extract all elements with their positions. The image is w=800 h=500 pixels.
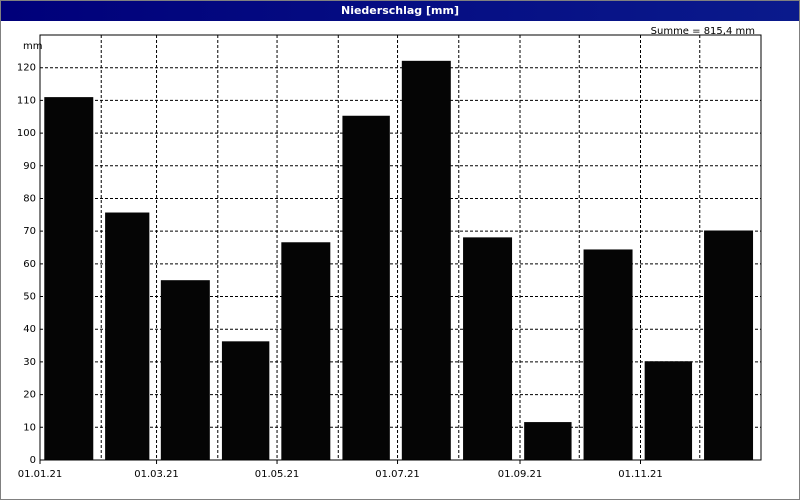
y-tick-label: 90 bbox=[23, 161, 36, 172]
y-tick-label: 110 bbox=[17, 95, 36, 106]
y-tick-label: 10 bbox=[23, 422, 36, 433]
bar bbox=[160, 280, 210, 460]
y-tick-label: 120 bbox=[17, 63, 36, 74]
y-tick-label: 40 bbox=[23, 324, 36, 335]
y-tick-label: 60 bbox=[23, 259, 36, 270]
bar bbox=[463, 237, 513, 460]
annotation: Summe = 815,4 mm bbox=[651, 26, 755, 37]
x-tick-label: 01.09.21 bbox=[498, 469, 543, 480]
x-tick-label: 01.07.21 bbox=[375, 469, 420, 480]
y-tick-label: 0 bbox=[30, 455, 36, 466]
bar bbox=[524, 422, 572, 460]
bar bbox=[221, 341, 270, 460]
y-tick-label: 70 bbox=[23, 226, 36, 237]
x-tick-label: 01.03.21 bbox=[134, 469, 179, 480]
y-tick-label: 30 bbox=[23, 357, 36, 368]
y-unit-label: mm bbox=[23, 41, 42, 52]
bar bbox=[583, 249, 633, 460]
bar bbox=[281, 242, 331, 460]
x-tick-label: 01.05.21 bbox=[255, 469, 300, 480]
bar bbox=[401, 60, 451, 460]
bar bbox=[105, 212, 150, 460]
title-bar: Niederschlag [mm] bbox=[1, 1, 799, 21]
x-tick-label: 01.11.21 bbox=[618, 469, 663, 480]
x-tick-label: 01.01.21 bbox=[18, 469, 63, 480]
bar bbox=[44, 97, 94, 460]
y-tick-label: 100 bbox=[17, 128, 36, 139]
bar bbox=[704, 230, 754, 460]
y-tick-label: 20 bbox=[23, 390, 36, 401]
bar bbox=[644, 361, 693, 460]
plot-frame bbox=[39, 34, 762, 461]
bar bbox=[342, 115, 390, 460]
y-tick-label: 80 bbox=[23, 193, 36, 204]
y-tick-label: 50 bbox=[23, 292, 36, 303]
